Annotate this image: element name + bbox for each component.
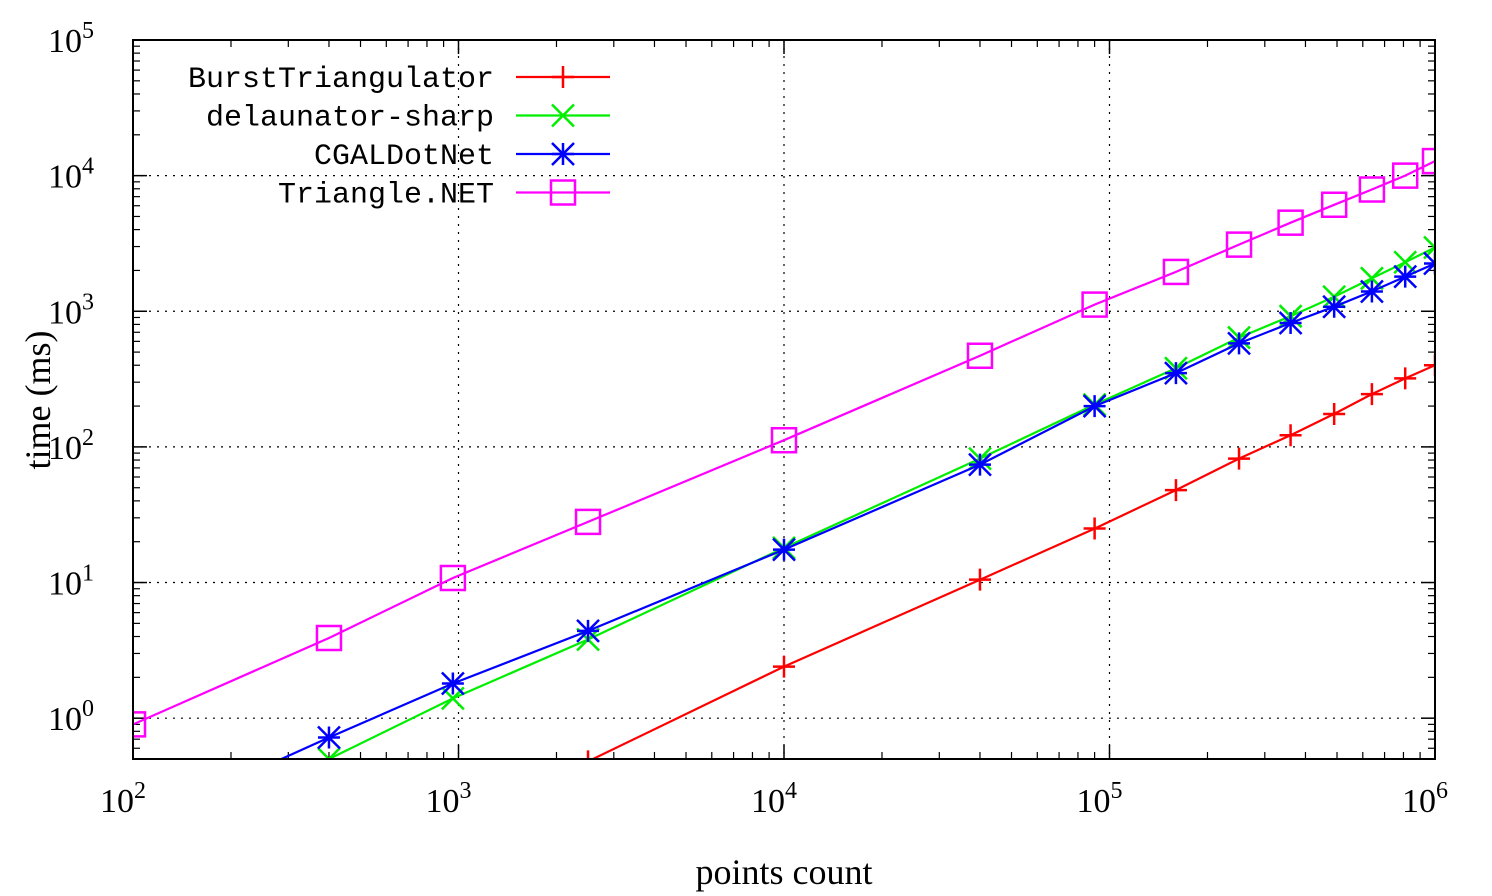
- y-tick-label: 103: [48, 289, 94, 331]
- series-line-triangle-net: [133, 160, 1435, 726]
- data-point-bursttriangulator: [1323, 402, 1346, 425]
- data-point-bursttriangulator: [122, 878, 144, 896]
- legend-marker-triangle-net: [549, 179, 577, 206]
- y-axis-title: time (ms): [18, 331, 58, 470]
- data-point-cgaldotnet: [576, 619, 600, 643]
- x-tick-label: 104: [751, 778, 797, 820]
- data-point-triangle-net: [1358, 176, 1386, 203]
- legend-marker-bursttriangulator: [552, 66, 574, 88]
- data-point-triangle-net: [1320, 191, 1348, 219]
- data-point-bursttriangulator: [1279, 424, 1302, 447]
- data-point-cgaldotnet: [1227, 331, 1251, 356]
- x-tick-label: 102: [100, 778, 146, 820]
- data-point-cgaldotnet: [1164, 361, 1188, 385]
- legend-entry-triangle-net: Triangle.NET: [278, 179, 610, 213]
- data-point-bursttriangulator: [968, 568, 991, 591]
- data-series: [122, 147, 1435, 896]
- data-point-cgaldotnet: [1082, 394, 1107, 418]
- legend-marker-cgaldotnet: [551, 142, 575, 166]
- legend-label-delaunator-sharp: delaunator-sharp: [206, 102, 494, 136]
- data-point-triangle-net: [315, 624, 343, 652]
- data-point-triangle-net: [966, 342, 994, 369]
- data-point-bursttriangulator: [1394, 367, 1417, 390]
- legend-label-bursttriangulator: BurstTriangulator: [188, 63, 494, 97]
- legend-label-cgaldotnet: CGALDotNet: [314, 140, 494, 174]
- data-point-triangle-net: [1162, 258, 1190, 286]
- data-point-triangle-net: [574, 508, 602, 536]
- tick-labels: 102 103 104 105 106 100 101 102 103 104 105: [48, 18, 1448, 820]
- legend-entry-cgaldotnet: CGALDotNet: [314, 140, 610, 174]
- x-tick-label: 103: [426, 778, 472, 820]
- x-axis-title: points count: [696, 852, 873, 892]
- legend: BurstTriangulator delaunator-sharp CGALDot…: [188, 63, 610, 213]
- data-point-triangle-net: [1277, 209, 1304, 236]
- data-point-cgaldotnet: [1322, 294, 1347, 319]
- x-tick-label: 106: [1402, 778, 1448, 820]
- data-point-bursttriangulator: [1424, 354, 1435, 377]
- series-cgaldotnet: [278, 251, 1435, 759]
- plot-frame: [132, 39, 1436, 760]
- series-bursttriangulator: [122, 354, 1435, 896]
- data-point-bursttriangulator: [1228, 447, 1251, 470]
- series-triangle-net: [133, 147, 1435, 738]
- y-tick-label: 102: [48, 425, 94, 467]
- data-point-cgaldotnet: [968, 452, 992, 477]
- data-point-triangle-net: [1081, 291, 1108, 318]
- legend-label-triangle-net: Triangle.NET: [278, 179, 494, 213]
- data-point-triangle-net: [770, 426, 798, 454]
- data-point-triangle-net: [1225, 231, 1253, 258]
- legend-marker-delaunator-sharp: [551, 103, 575, 128]
- data-point-bursttriangulator: [1360, 383, 1383, 406]
- series-line-delaunator-sharp: [326, 246, 1435, 759]
- y-tick-label: 105: [48, 18, 94, 60]
- data-point-cgaldotnet: [317, 725, 341, 750]
- grid-lines: [133, 40, 1435, 759]
- data-point-bursttriangulator: [773, 655, 795, 678]
- data-point-cgaldotnet: [440, 671, 465, 696]
- data-point-cgaldotnet: [772, 537, 796, 562]
- series-line-cgaldotnet: [278, 262, 1435, 759]
- data-point-delaunator-sharp: [317, 747, 341, 759]
- data-point-cgaldotnet: [1278, 311, 1303, 335]
- y-tick-label: 104: [48, 154, 94, 196]
- data-point-bursttriangulator: [318, 794, 340, 816]
- legend-entry-bursttriangulator: BurstTriangulator: [188, 63, 610, 97]
- y-tick-label: 100: [48, 696, 94, 738]
- legend-entry-delaunator-sharp: delaunator-sharp: [206, 102, 610, 136]
- data-point-triangle-net: [1421, 147, 1435, 175]
- data-point-bursttriangulator: [1083, 517, 1106, 540]
- data-point-triangle-net: [439, 564, 467, 592]
- data-point-cgaldotnet: [1360, 279, 1384, 304]
- x-tick-label: 105: [1077, 778, 1123, 820]
- data-point-triangle-net: [133, 711, 147, 738]
- data-point-bursttriangulator: [1164, 479, 1187, 502]
- data-point-delaunator-sharp: [122, 837, 144, 859]
- data-point-bursttriangulator: [586, 750, 590, 759]
- y-tick-label: 101: [48, 561, 94, 603]
- data-point-cgaldotnet: [1393, 264, 1418, 289]
- data-point-triangle-net: [1391, 162, 1419, 189]
